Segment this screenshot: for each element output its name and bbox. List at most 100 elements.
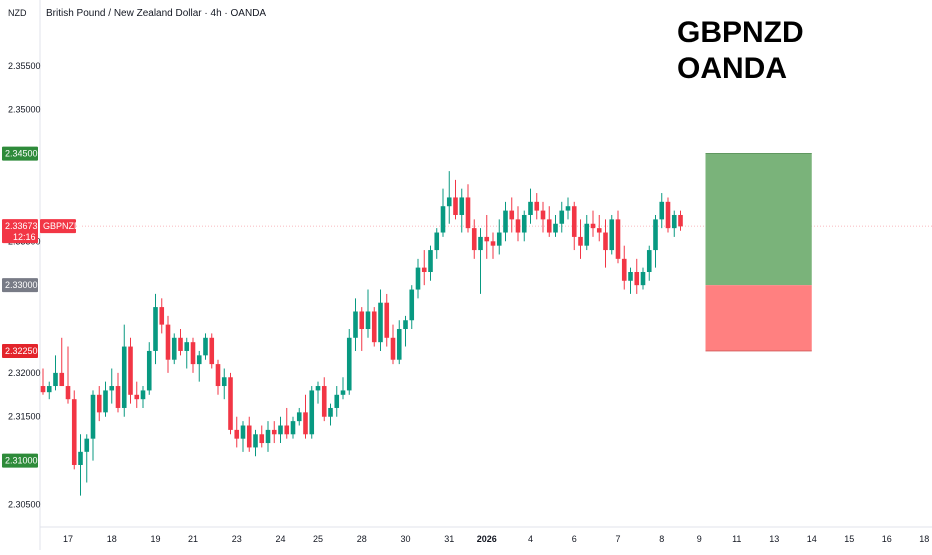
time-tick-label: 13 xyxy=(769,534,779,544)
currency-label: NZD xyxy=(8,8,27,18)
candle-body xyxy=(509,210,515,220)
candle-body xyxy=(178,337,183,351)
candle-body xyxy=(234,429,240,439)
candle-body xyxy=(528,201,533,215)
candle-body xyxy=(571,206,577,237)
candle-body xyxy=(590,223,596,229)
candle-body xyxy=(678,214,683,227)
time-tick-label: 19 xyxy=(150,534,160,544)
price-tag-box xyxy=(2,146,38,161)
time-tick-label: 7 xyxy=(615,534,620,544)
symbol-tag-box xyxy=(40,219,76,234)
candle-body xyxy=(78,451,83,465)
candle-body xyxy=(440,206,446,233)
time-tick-label: 6 xyxy=(572,534,577,544)
candle-body xyxy=(384,302,390,338)
candle-body xyxy=(609,219,615,251)
price-tag-label: 2.32250 xyxy=(5,346,38,356)
time-tick-label: 9 xyxy=(697,534,702,544)
instrument-title: British Pound / New Zealand Dollar · 4h … xyxy=(46,8,266,19)
candle-body xyxy=(284,425,290,435)
candle-body xyxy=(428,250,433,272)
candle-body xyxy=(334,394,340,408)
candle-body xyxy=(365,311,371,330)
candle-body xyxy=(209,337,215,365)
candle-body xyxy=(153,307,158,351)
candle-body xyxy=(371,311,377,343)
candle-body xyxy=(340,390,346,395)
overlay-title-symbol: GBPNZD xyxy=(677,16,804,49)
candle-body xyxy=(596,228,602,233)
candle-body xyxy=(484,236,490,242)
candle-body xyxy=(421,267,427,272)
candle-body xyxy=(615,219,621,259)
candle-body xyxy=(665,201,671,229)
price-tag-label: 2.31000 xyxy=(5,456,38,466)
profit-zone xyxy=(705,153,812,286)
price-tick-label: 2.30500 xyxy=(8,499,41,509)
candle-body xyxy=(171,337,177,360)
candle-body xyxy=(203,337,208,356)
position-zones xyxy=(705,153,812,352)
candle-body xyxy=(265,429,271,444)
candle-body xyxy=(328,407,333,417)
price-tick-label: 2.35500 xyxy=(8,61,41,71)
candle-body xyxy=(134,394,140,400)
candle-body xyxy=(559,210,565,224)
candle-body xyxy=(253,434,258,448)
candle-body xyxy=(246,425,252,448)
candle-body xyxy=(303,412,308,435)
candle-body xyxy=(459,197,465,215)
candle-body xyxy=(53,372,58,387)
candle-body xyxy=(128,346,133,395)
candle-body xyxy=(646,250,652,272)
countdown-label: 12:16 xyxy=(13,232,36,242)
candle-body xyxy=(521,214,527,233)
price-tick-label: 2.32000 xyxy=(8,368,41,378)
candle-body xyxy=(553,223,558,233)
candle-body xyxy=(140,390,146,400)
candle-body xyxy=(396,329,402,360)
time-tick-label: 8 xyxy=(659,534,664,544)
candle-body xyxy=(584,223,590,246)
candle-body xyxy=(490,241,496,246)
candle-body xyxy=(378,302,383,343)
time-tick-label: 16 xyxy=(882,534,892,544)
candle-body xyxy=(259,434,265,444)
candle-body xyxy=(84,438,90,452)
price-tag-box xyxy=(2,343,38,358)
candle-body xyxy=(159,307,165,325)
candle-body xyxy=(46,386,52,393)
current-price-label: 2.33673 xyxy=(5,221,38,231)
candle-body xyxy=(478,236,483,251)
candle-body xyxy=(96,394,102,413)
candle-body xyxy=(309,390,315,435)
candle-body xyxy=(215,364,221,387)
candle-body xyxy=(353,311,358,338)
candle-body xyxy=(278,425,283,435)
candle-body xyxy=(640,272,646,286)
candle-body xyxy=(290,421,296,435)
candle-body xyxy=(403,320,408,330)
candles xyxy=(40,171,683,496)
candle-body xyxy=(409,289,415,321)
time-tick-label: 28 xyxy=(357,534,367,544)
time-tick-label: 11 xyxy=(732,534,741,544)
candle-body xyxy=(59,372,65,387)
price-tag-box xyxy=(2,278,38,293)
time-tick-label: 18 xyxy=(107,534,117,544)
candle-body xyxy=(465,197,471,229)
price-tag-box xyxy=(2,453,38,468)
candle-body xyxy=(496,232,502,246)
candle-body xyxy=(71,399,77,465)
candle-body xyxy=(546,219,552,233)
time-tick-label: 17 xyxy=(63,534,73,544)
stop-loss-zone xyxy=(705,285,812,351)
candle-body xyxy=(228,377,233,430)
candle-body xyxy=(671,214,677,229)
candle-body xyxy=(296,412,302,422)
price-tag-label: 2.33000 xyxy=(5,280,38,290)
time-tick-label: 24 xyxy=(275,534,285,544)
